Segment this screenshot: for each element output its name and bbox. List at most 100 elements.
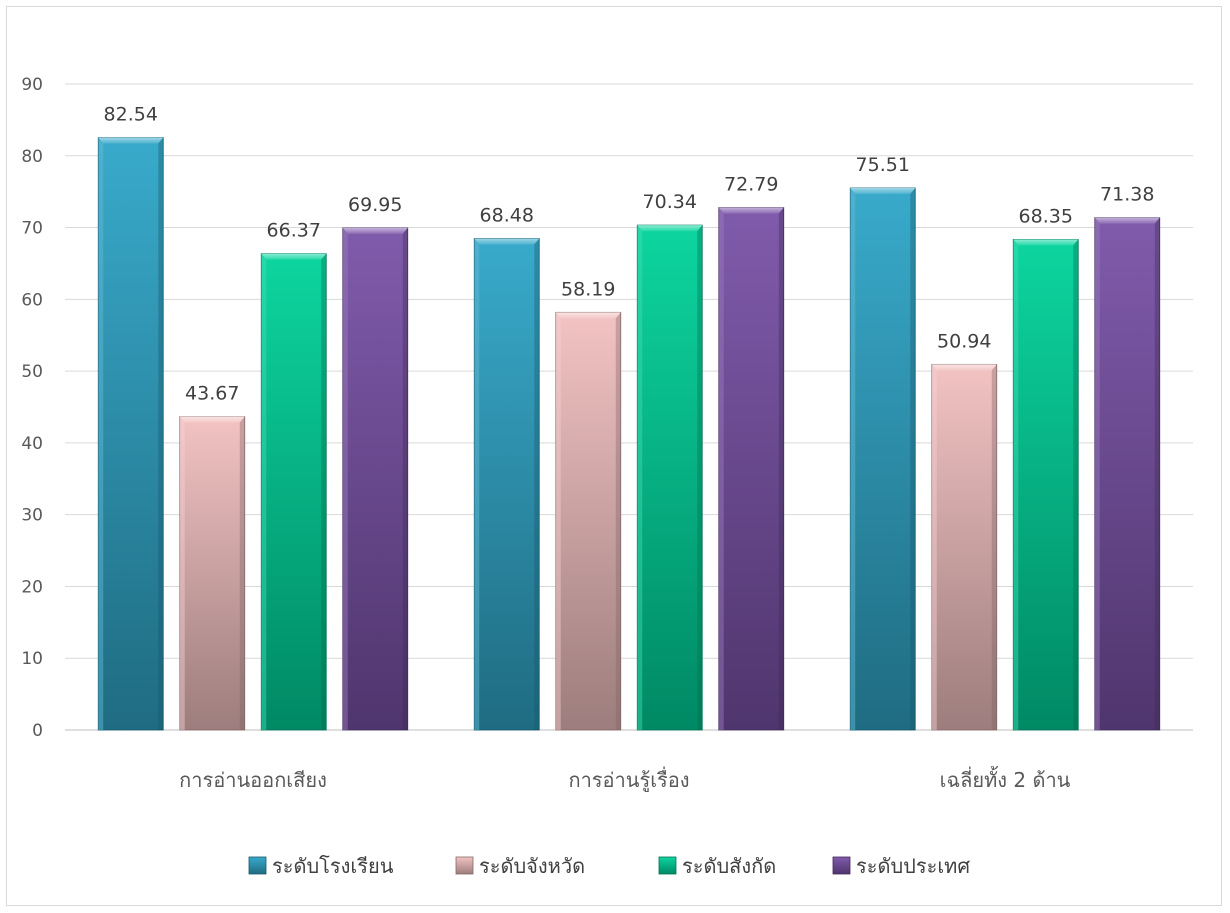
- bar-body: [1012, 238, 1079, 731]
- bar-body: [555, 311, 622, 731]
- bar: [97, 137, 164, 731]
- y-tick-label: 50: [21, 362, 43, 382]
- bar-bevel-left: [179, 416, 185, 730]
- grid-lines: [65, 83, 1193, 731]
- data-label: 58.19: [561, 278, 615, 300]
- bar-bevel-top: [342, 227, 408, 234]
- bar-bevel-right: [321, 253, 327, 730]
- bar-bevel-right: [1154, 217, 1160, 731]
- bar: [636, 224, 703, 731]
- bar: [1094, 217, 1161, 731]
- y-tick-label: 90: [21, 75, 43, 95]
- bar-bevel-right: [778, 207, 784, 731]
- legend-swatch: [832, 856, 851, 875]
- bar-bevel-top: [850, 188, 916, 195]
- bar-body: [260, 253, 327, 731]
- bar-body: [636, 224, 703, 731]
- bar-bevel-right: [1073, 239, 1079, 730]
- bar-body: [342, 227, 409, 731]
- bar: [931, 363, 998, 731]
- y-tick-label: 40: [21, 434, 43, 454]
- bar-bevel-right: [534, 238, 540, 731]
- data-label: 43.67: [185, 383, 239, 405]
- y-tick-label: 30: [21, 506, 43, 526]
- bar-bevel-left: [342, 227, 348, 731]
- bar-bevel-left: [1013, 239, 1019, 730]
- y-axis-ticks: 0 10 20 30 40 50 60 70 80 90: [21, 75, 43, 741]
- bar-bevel-left: [555, 312, 561, 730]
- bar: [179, 416, 246, 731]
- data-label: 82.54: [104, 104, 158, 126]
- bar-bevel-top: [179, 416, 245, 423]
- data-label: 66.37: [267, 220, 321, 242]
- data-label: 71.38: [1100, 184, 1154, 206]
- y-tick-label: 60: [21, 290, 43, 310]
- bar-bevel-right: [402, 227, 408, 731]
- bar-body: [931, 363, 998, 731]
- data-label: 75.51: [856, 154, 910, 176]
- bar-bevel-top: [261, 253, 327, 260]
- bar-bevel-right: [697, 225, 703, 730]
- legend-item: ระดับโรงเรียน: [248, 854, 394, 878]
- y-tick-label: 80: [21, 147, 43, 167]
- bar: [342, 227, 409, 731]
- bar-bevel-top: [555, 312, 621, 319]
- bar-body: [718, 207, 785, 731]
- data-label: 72.79: [724, 174, 778, 196]
- x-tick-label: เฉลี่ยทั้ง 2 ด้าน: [940, 766, 1071, 792]
- bar: [555, 311, 622, 731]
- bar-body: [97, 137, 164, 731]
- legend-label: ระดับจังหวัด: [479, 854, 585, 878]
- bar-bevel-left: [850, 188, 856, 731]
- legend-swatch: [248, 856, 267, 875]
- bar-bevel-left: [637, 225, 643, 730]
- data-labels: 82.54 43.67 66.37 69.95 68.48 58.19 70.34 72.79…: [104, 104, 1155, 405]
- legend-swatch: [658, 856, 677, 875]
- bar-bevel-left: [1094, 217, 1100, 731]
- bar-bevel-top: [718, 207, 784, 214]
- bar-bevel-right: [615, 312, 621, 730]
- legend-label: ระดับโรงเรียน: [272, 854, 394, 878]
- legend: ระดับโรงเรียน ระดับจังหวัด ระดับสังกัด ระดั…: [248, 854, 970, 878]
- legend-item: ระดับประเทศ: [832, 854, 970, 878]
- x-tick-label: การอ่านรู้เรื่อง: [568, 766, 689, 793]
- bar-bevel-top: [637, 225, 703, 232]
- y-tick-label: 70: [21, 219, 43, 239]
- data-label: 68.48: [480, 204, 534, 226]
- bar-bevel-top: [1094, 217, 1160, 224]
- bar-body: [473, 238, 540, 731]
- bar: [260, 253, 327, 731]
- bar-bevel-left: [98, 137, 104, 731]
- bar-bevel-right: [158, 137, 164, 731]
- bar: [1012, 238, 1079, 731]
- data-label: 70.34: [643, 191, 697, 213]
- data-label: 50.94: [937, 330, 991, 352]
- y-tick-label: 10: [21, 649, 43, 669]
- bar-bevel-top: [931, 364, 997, 371]
- y-tick-label: 20: [21, 577, 43, 597]
- legend-label: ระดับประเทศ: [856, 854, 970, 878]
- bar-bevel-left: [261, 253, 267, 730]
- bar-bevel-top: [474, 238, 540, 245]
- x-axis-categories: การอ่านออกเสียง การอ่านรู้เรื่อง เฉลี่ยทั้…: [179, 766, 1071, 793]
- legend-label: ระดับสังกัด: [682, 854, 776, 878]
- legend-item: ระดับสังกัด: [658, 854, 776, 878]
- bar-bevel-right: [910, 188, 916, 731]
- bar-bevel-left: [931, 364, 937, 730]
- data-label: 68.35: [1019, 205, 1073, 227]
- bars: [97, 137, 1161, 731]
- legend-swatch: [455, 856, 474, 875]
- bar-bevel-left: [718, 207, 724, 731]
- bar-bevel-right: [239, 416, 245, 730]
- bar: [849, 187, 916, 731]
- bar-body: [849, 187, 916, 731]
- bar-bevel-top: [98, 137, 164, 144]
- bar-bevel-right: [991, 364, 997, 730]
- bar-bevel-top: [1013, 239, 1079, 246]
- bar: [718, 207, 785, 731]
- y-tick-label: 0: [32, 721, 43, 741]
- bar-bevel-left: [474, 238, 480, 731]
- data-label: 69.95: [348, 194, 402, 216]
- bar-body: [1094, 217, 1161, 731]
